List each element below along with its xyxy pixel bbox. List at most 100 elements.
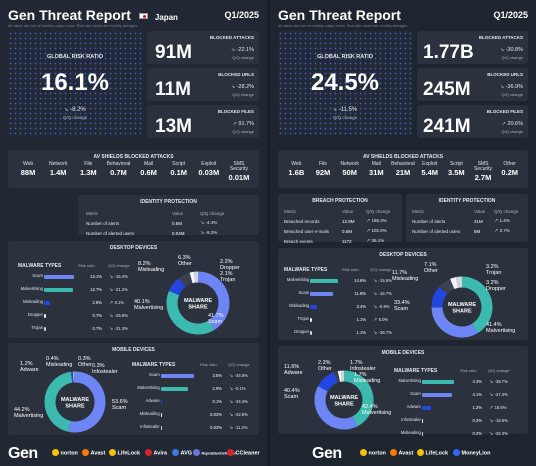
risk-bar [421,405,431,410]
table-row: Number of alerts 0.5M ↘ -4.4% [86,220,218,226]
down-arrow-icon: ↘ [64,107,69,113]
risk-ratio-change-label: Q/Q change [332,115,358,120]
change-value: ↘ -0.9% [373,303,390,310]
change-col: Q/Q change [108,263,130,268]
brand-logo-norton: norton [52,449,78,457]
share-name: Dropper [486,286,506,292]
risk-ratio-col: Risk ratio [460,368,477,373]
list-item: Malvertising 4.3% ↘ -38.7% [390,376,509,387]
donut-center-label: MALWARE [330,395,358,401]
malware-name: Infostealer [140,424,160,429]
malware-name: Malvertising [398,378,421,383]
risk-bar [160,373,194,378]
brand-mark-icon [417,449,424,456]
donut-center-label: MALWARE [184,298,212,304]
donut-slice-misleading [168,278,186,296]
risk-ratio-title: GLOBAL RISK RATIO [316,54,374,60]
brand-logo-lifelock: LifeLock [417,449,448,457]
down-arrow-icon: ↘ [499,47,505,53]
down-arrow-icon: ↘ [109,273,115,280]
brand-mark-icon [145,449,152,456]
change-value: ↘ -25.9% [109,312,128,319]
brand-logo-avast: Avast [390,449,413,457]
japan-report-panel: Gen Threat Report Japan Q1/2025 All valu… [0,0,267,466]
change-value: ↘ -16.7% [373,290,392,297]
risk-bar [44,300,50,305]
share-label: 11.7% Misleading [392,270,418,282]
donut-slice-other [333,371,341,383]
change-value: ↗ 18.6% [489,404,507,411]
shield-value: 0.6M [140,168,157,178]
mobile-devices-card: MOBILE DEVICES MALWARE SHARE 53.6% Scam 44.… [8,343,259,435]
change-value: ↘ -36.7% [373,329,392,336]
share-label: 53.6% Scam [112,399,128,411]
share-value: 11.6% [284,364,300,370]
shield-name: File [318,161,328,167]
share-name: Trojan [220,277,236,283]
malware-name: Adware [406,404,421,409]
shield-value: 92M [315,168,331,178]
share-name: Scam [208,319,223,325]
share-name: Misleading [354,378,381,384]
risk-ratio-title: GLOBAL RISK RATIO [46,54,104,60]
shield-value: 1.4M [49,168,67,178]
shield-value: 21M [395,168,411,178]
blocked-urls-title: BLOCKED URLS [218,72,254,77]
share-value: 8.2% [138,261,151,267]
change-value: ↘ -42.8% [229,411,248,418]
down-arrow-icon: ↘ [229,372,235,379]
shield-value: 31M [369,168,384,178]
risk-ratio: 3.4% [356,304,366,309]
change-value: ↘ -26.3% [489,430,508,437]
gen-logo: Gen [8,445,38,462]
share-name: Infostealer [350,366,376,372]
table-row: Breached user e-mails 0.5M ↗ 102.9% [284,228,387,234]
brand-mark-icon [172,449,179,456]
risk-ratio-col: Risk ratio [78,263,95,268]
shield-value: 0.01M [228,173,250,183]
risk-bar [310,304,317,309]
desktop-devices-card: DESKTOP DEVICES MALWARE TYPES Risk ratio… [278,248,528,340]
list-item: Misleading 3.4% ↘ -0.9% [282,301,393,312]
malware-types-table: Scam 3.5% ↘ -34.6% Malvertising 2.9% ↘ -0.1% A… [126,368,251,435]
shield-value: 1.6B [288,168,305,178]
malware-name: Scam [410,391,421,396]
change-value: ↘ -38.7% [489,378,508,385]
down-arrow-icon: ↘ [229,411,235,418]
shield-value: 1.3M [79,168,97,178]
malware-name: Trojan [297,316,310,321]
donut-slice-dropper [455,276,463,288]
donut-center-label: MALWARE [448,302,476,308]
donut-slice-other [439,278,455,295]
risk-ratio-col: Risk ratio [200,362,217,367]
brand-logo-avg: AVG [172,449,192,457]
shield-value: 5.4M [421,168,438,178]
down-arrow-icon: ↘ [499,84,505,90]
shield-item: Other 0.2M [496,161,523,178]
change-value: ↗ 0.1% [109,299,125,306]
down-arrow-icon: ↘ [109,312,115,319]
shield-item: SMS Security 0.01M [224,161,254,183]
down-arrow-icon: ↘ [373,329,379,336]
risk-ratio: 0.02% [210,425,222,430]
malware-name: Dropper [294,329,310,334]
risk-ratio: 2.6% [92,300,102,305]
up-arrow-icon: ↗ [501,121,506,127]
list-item: Dropper 0.7% ↘ -25.9% [14,310,129,321]
share-value: 1.7% [350,360,363,366]
risk-ratio-change-label: Q/Q change [62,115,88,120]
donut-slice-trojan [450,277,459,290]
shield-name: Behavioral [106,161,131,167]
donut-slice-scam [431,306,478,338]
brand-footer: Gen norton Avast LifeLock Avira AVG Reputatio… [0,436,267,466]
shield-item: Exploit 0.03M [194,161,224,177]
risk-bar [44,287,74,292]
shield-name: File [84,161,93,167]
risk-ratio: 0.7% [92,326,102,331]
breach-protection-table: Metric Value Q/Q change Breached records 12… [284,208,391,245]
share-name: Malvertising [134,305,164,311]
share-name: Malvertising [14,413,44,419]
shield-value: 0.2M [501,168,518,178]
